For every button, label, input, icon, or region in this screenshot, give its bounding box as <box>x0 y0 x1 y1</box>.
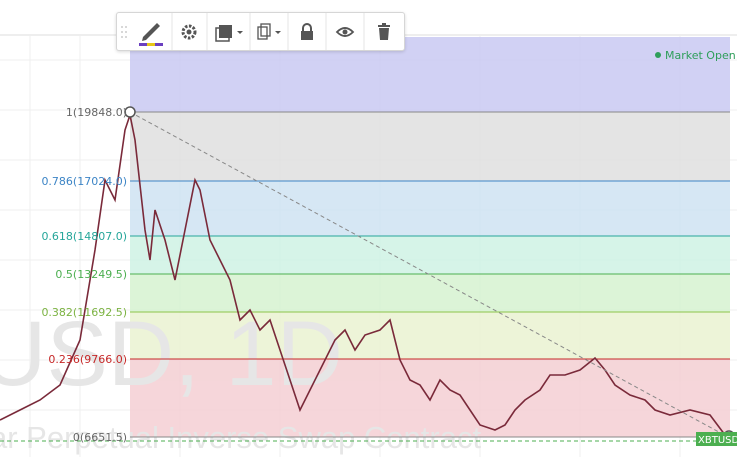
price-tag-label: XBTUSD <box>698 435 737 446</box>
drag-handle[interactable] <box>121 26 127 38</box>
lock-button[interactable] <box>301 23 313 40</box>
settings-button[interactable] <box>181 24 197 40</box>
fib-bands <box>130 37 730 437</box>
price-tag <box>696 432 737 446</box>
fib-label: 0.786(17024.0) <box>41 175 127 188</box>
trend-line <box>129 111 729 438</box>
fib-label: 1(19848.0) <box>66 106 127 119</box>
background-button[interactable] <box>215 25 243 42</box>
delete-button[interactable] <box>378 23 390 40</box>
anchor-handle[interactable] <box>124 106 136 118</box>
toolbar-icons <box>121 13 390 50</box>
market-status: Market Open <box>665 49 736 62</box>
fib-lines <box>130 111 730 438</box>
price-series <box>0 111 726 436</box>
visibility-button[interactable] <box>335 27 355 37</box>
status-dot <box>655 52 661 58</box>
clone-button[interactable] <box>257 23 281 40</box>
fib-label: 0.236(9766.0) <box>48 353 127 366</box>
line-tool-button[interactable] <box>139 23 163 46</box>
fib-label: 0.5(13249.5) <box>55 268 127 281</box>
drawing-toolbar <box>116 12 405 51</box>
fib-label: 0.382(11692.5) <box>41 306 127 319</box>
fib-label: 0(6651.5) <box>73 431 127 444</box>
fib-label: 0.618(14807.0) <box>41 230 127 243</box>
